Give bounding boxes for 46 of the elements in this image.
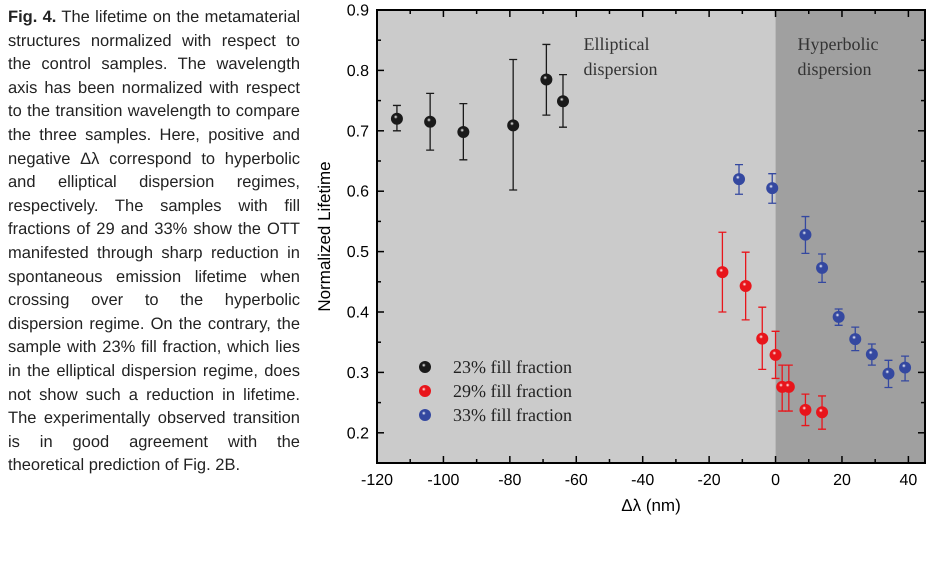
x-tick-label: -60 xyxy=(564,472,588,489)
point xyxy=(882,368,894,380)
x-tick-label: -120 xyxy=(360,472,394,489)
point xyxy=(540,73,552,86)
x-tick-label: 20 xyxy=(833,472,851,489)
point xyxy=(899,362,912,374)
point xyxy=(832,310,845,323)
band-label: Hyperbolic dispersion xyxy=(798,34,879,79)
y-axis-title: Normalized Lifetime xyxy=(315,161,334,312)
x-tick-label: -100 xyxy=(427,472,460,489)
y-tick-label: 0.5 xyxy=(346,244,370,262)
point xyxy=(866,348,878,360)
text: Fig. 4. The lifetime on the metamaterial structures normalized with respect to the control samples. The wavelength axis has been normalized with respect to the transition wavelength to compare the three samples. Here, positive and negative Δλ correspond to hyperbolic and elliptical dispersion regimes, respectively. The samples with fill fractions of 29 and 33% show the OTT manifested through sharp reduction in spontaneous emission lifetime when crossing over to the hyperbolic dispersion regime. On the contrary, the sample with 23% fill fraction, which lies in the elliptical dispersion regime, does not show such a reduction in lifetime. The experimentally observed transition is in good agreement with the theoretical prediction of Fig. 2B. xyxy=(8,8,300,474)
y-tick-label: 0.8 xyxy=(346,62,370,80)
point xyxy=(507,119,520,132)
point xyxy=(766,182,778,194)
point xyxy=(733,173,746,186)
point xyxy=(390,112,403,125)
legend-label: 29% fill fraction xyxy=(453,381,572,401)
point xyxy=(457,126,470,138)
point xyxy=(740,280,752,292)
legend-label: 23% fill fraction xyxy=(453,357,572,377)
point xyxy=(849,333,862,346)
x-tick-label: 0 xyxy=(771,472,780,489)
point xyxy=(716,266,728,278)
legend-label: 33% fill fraction xyxy=(453,405,572,425)
point xyxy=(816,406,828,418)
point xyxy=(770,348,782,361)
x-axis-title: Δλ (nm) xyxy=(621,496,681,515)
point xyxy=(556,95,569,108)
point xyxy=(799,228,812,241)
point xyxy=(799,404,812,416)
band-label: Elliptical dispersion xyxy=(584,34,658,79)
y-tick-label: 0.7 xyxy=(346,123,370,140)
point xyxy=(424,116,436,128)
y-tick-label: 0.6 xyxy=(346,184,370,201)
y-tick-label: 0.2 xyxy=(346,425,370,442)
x-tick-label: -80 xyxy=(498,472,522,489)
point xyxy=(816,262,828,274)
x-tick-label: -20 xyxy=(698,472,721,489)
y-tick-label: 0.3 xyxy=(346,364,370,382)
point xyxy=(756,332,768,345)
x-tick-label: 40 xyxy=(899,472,918,489)
y-tick-label: 0.9 xyxy=(346,2,370,20)
x-tick-label: -40 xyxy=(631,472,654,489)
y-tick-label: 0.4 xyxy=(346,304,370,322)
